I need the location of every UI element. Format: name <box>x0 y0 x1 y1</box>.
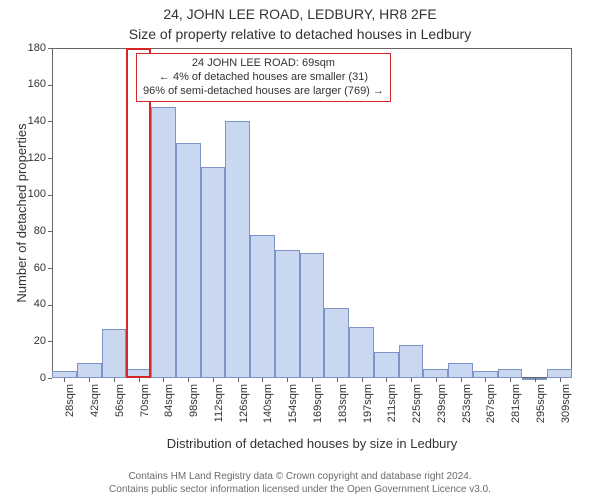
x-tick-label: 140sqm <box>262 384 274 434</box>
x-tick-label: 295sqm <box>535 384 547 434</box>
bar <box>399 345 424 378</box>
x-tick-label: 169sqm <box>312 384 324 434</box>
x-tick-mark <box>362 378 363 382</box>
y-tick-mark <box>48 231 52 232</box>
bar <box>374 352 399 378</box>
x-tick-label: 154sqm <box>287 384 299 434</box>
chart-title-line1: 24, JOHN LEE ROAD, LEDBURY, HR8 2FE <box>0 6 600 22</box>
chart-title-line2: Size of property relative to detached ho… <box>0 26 600 42</box>
x-tick-mark <box>139 378 140 382</box>
x-tick-mark <box>312 378 313 382</box>
figure-footer: Contains HM Land Registry data © Crown c… <box>0 471 600 496</box>
x-tick-label: 98sqm <box>188 384 200 434</box>
x-tick-mark <box>560 378 561 382</box>
x-tick-mark <box>337 378 338 382</box>
bar <box>250 235 275 378</box>
x-tick-mark <box>386 378 387 382</box>
y-tick-mark <box>48 341 52 342</box>
x-tick-mark <box>535 378 536 382</box>
x-tick-label: 225sqm <box>411 384 423 434</box>
bar <box>423 369 448 378</box>
x-tick-label: 211sqm <box>386 384 398 434</box>
footer-line-1: Contains HM Land Registry data © Crown c… <box>0 471 600 484</box>
chart-area: 02040608010012014016018028sqm42sqm56sqm7… <box>52 48 572 378</box>
y-tick-mark <box>48 195 52 196</box>
bar <box>275 250 300 378</box>
x-tick-label: 70sqm <box>139 384 151 434</box>
x-tick-mark <box>163 378 164 382</box>
y-tick-mark <box>48 48 52 49</box>
x-tick-label: 183sqm <box>337 384 349 434</box>
bar <box>225 121 250 378</box>
x-tick-label: 197sqm <box>362 384 374 434</box>
bar <box>52 371 77 378</box>
bar <box>151 107 176 378</box>
figure-root: 24, JOHN LEE ROAD, LEDBURY, HR8 2FE Size… <box>0 0 600 500</box>
x-tick-mark <box>485 378 486 382</box>
x-axis-caption: Distribution of detached houses by size … <box>52 436 572 451</box>
x-tick-mark <box>64 378 65 382</box>
x-tick-label: 253sqm <box>461 384 473 434</box>
y-tick-mark <box>48 378 52 379</box>
x-tick-mark <box>114 378 115 382</box>
x-tick-mark <box>510 378 511 382</box>
x-tick-mark <box>411 378 412 382</box>
y-tick-mark <box>48 85 52 86</box>
bar <box>349 327 374 378</box>
y-tick-mark <box>48 158 52 159</box>
x-tick-label: 112sqm <box>213 384 225 434</box>
footer-line-2: Contains public sector information licen… <box>0 484 600 497</box>
x-tick-mark <box>436 378 437 382</box>
x-tick-label: 239sqm <box>436 384 448 434</box>
bar <box>102 329 127 379</box>
bar <box>300 253 325 378</box>
x-tick-label: 42sqm <box>89 384 101 434</box>
x-tick-mark <box>461 378 462 382</box>
x-tick-mark <box>287 378 288 382</box>
x-tick-label: 309sqm <box>560 384 572 434</box>
bar <box>547 369 572 378</box>
y-tick-mark <box>48 268 52 269</box>
info-box-line: 96% of semi-detached houses are larger (… <box>143 85 384 99</box>
info-box: 24 JOHN LEE ROAD: 69sqm← 4% of detached … <box>136 53 391 102</box>
x-tick-mark <box>262 378 263 382</box>
x-tick-mark <box>188 378 189 382</box>
x-tick-mark <box>89 378 90 382</box>
bar <box>324 308 349 378</box>
y-axis-label: Number of detached properties <box>14 48 29 378</box>
info-box-line: 24 JOHN LEE ROAD: 69sqm <box>143 57 384 71</box>
x-tick-label: 28sqm <box>64 384 76 434</box>
y-tick-mark <box>48 305 52 306</box>
bar <box>448 363 473 378</box>
x-tick-label: 84sqm <box>163 384 175 434</box>
bar <box>77 363 102 378</box>
bar <box>176 143 201 378</box>
x-tick-mark <box>213 378 214 382</box>
x-tick-label: 281sqm <box>510 384 522 434</box>
x-tick-label: 126sqm <box>238 384 250 434</box>
y-tick-mark <box>48 121 52 122</box>
x-tick-label: 56sqm <box>114 384 126 434</box>
x-tick-label: 267sqm <box>485 384 497 434</box>
x-tick-mark <box>238 378 239 382</box>
bar <box>201 167 226 378</box>
info-box-line: ← 4% of detached houses are smaller (31) <box>143 71 384 85</box>
bar <box>498 369 523 378</box>
bar <box>473 371 498 378</box>
